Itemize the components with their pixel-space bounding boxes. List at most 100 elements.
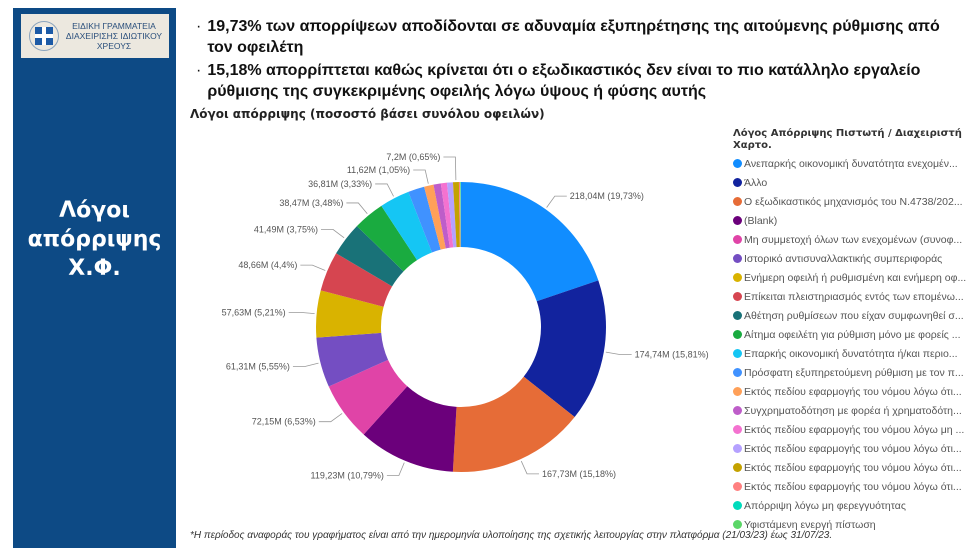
donut-slice[interactable] <box>446 182 457 248</box>
legend-item[interactable]: Απόρριψη λόγω μη φερεγγυότητας <box>733 496 973 515</box>
legend-swatch-icon <box>733 216 742 225</box>
legend-swatch-icon <box>733 254 742 263</box>
donut-slice[interactable] <box>316 332 389 387</box>
bullet-list: · 19,73% των απορρίψεων αποδίδονται σε αδ… <box>196 16 966 104</box>
data-label: 48,66M (4,4%) <box>238 260 297 270</box>
legend-label: Αθέτηση ρυθμίσεων που είχαν συμφωνηθεί σ… <box>744 309 964 322</box>
leader-line <box>318 413 343 423</box>
bullet-point: · 19,73% των απορρίψεων αποδίδονται σε αδ… <box>196 16 966 58</box>
legend-label: Ανεπαρκής οικονομική δυνατότητα ενεχομέν… <box>744 157 958 170</box>
legend-swatch-icon <box>733 444 742 453</box>
legend-item[interactable]: Εκτός πεδίου εφαρμογής του νόμου λόγω ότ… <box>733 439 973 458</box>
legend-swatch-icon <box>733 311 742 320</box>
donut-slice[interactable] <box>336 226 404 287</box>
legend-item[interactable]: Εκτός πεδίου εφαρμογής του νόμου λόγω ότ… <box>733 458 973 477</box>
legend-swatch-icon <box>733 349 742 358</box>
legend-item[interactable]: Πρόσφατη εξυπηρετούμενη ρύθμιση με τον π… <box>733 363 973 382</box>
legend-label: Επίκειται πλειστηριασμός εντός των επομέ… <box>744 290 964 303</box>
legend-item[interactable]: Επίκειται πλειστηριασμός εντός των επομέ… <box>733 287 973 306</box>
legend-swatch-icon <box>733 178 742 187</box>
leader-line <box>520 460 540 475</box>
leader-line <box>443 156 457 181</box>
legend-label: Απόρριψη λόγω μη φερεγγυότητας <box>744 499 906 512</box>
legend-item[interactable]: Αθέτηση ρυθμίσεων που είχαν συμφωνηθεί σ… <box>733 306 973 325</box>
leader-line <box>375 183 394 197</box>
donut-slice[interactable] <box>320 253 393 307</box>
legend-item[interactable]: Ενήμερη οφειλή ή ρυθμισμένη και ενήμερη … <box>733 268 973 287</box>
donut-slice[interactable] <box>440 182 454 248</box>
legend-swatch-icon <box>733 501 742 510</box>
legend-swatch-icon <box>733 197 742 206</box>
leader-line <box>605 351 632 355</box>
donut-slice[interactable] <box>408 186 441 253</box>
legend-label: Ο εξωδικαστικός μηχανισμός του Ν.4738/20… <box>744 195 963 208</box>
legend-item[interactable]: Εκτός πεδίου εφαρμογής του νόμου λόγω μη… <box>733 420 973 439</box>
legend-label: Επαρκής οικονομική δυνατότητα ή/και περι… <box>744 347 958 360</box>
logo: ΕΙΔΙΚΗ ΓΡΑΜΜΑΤΕΙΑ ΔΙΑΧΕΙΡΙΣΗΣ ΙΔΙΩΤΙΚΟΥ … <box>21 14 169 58</box>
legend-item[interactable]: (Blank) <box>733 211 973 230</box>
logo-text: ΕΙΔΙΚΗ ΓΡΑΜΜΑΤΕΙΑ ΔΙΑΧΕΙΡΙΣΗΣ ΙΔΙΩΤΙΚΟΥ … <box>59 21 169 51</box>
legend-item[interactable]: Μη συμμετοχή όλων των ενεχομένων (συνοφ.… <box>733 230 973 249</box>
legend-swatch-icon <box>733 463 742 472</box>
legend-item[interactable]: Υφιστάμενη ενεργή πίστωση <box>733 515 973 534</box>
legend-swatch-icon <box>733 387 742 396</box>
donut-slice[interactable] <box>452 182 460 248</box>
leader-line <box>300 264 326 271</box>
legend-item[interactable]: Ιστορικό αντισυναλλακτικής συμπεριφοράς <box>733 249 973 268</box>
data-label: 61,31M (5,55%) <box>226 362 290 372</box>
legend-item[interactable]: Άλλο <box>733 173 973 192</box>
legend-item[interactable]: Ανεπαρκής οικονομική δυνατότητα ενεχομέν… <box>733 154 973 173</box>
leader-line <box>288 311 315 315</box>
donut-slice[interactable] <box>328 359 408 435</box>
legend-label: Αίτημα οφειλέτη για ρύθμιση μόνο με φορε… <box>744 328 961 341</box>
logo-line: ΕΙΔΙΚΗ ΓΡΑΜΜΑΤΕΙΑ <box>72 21 156 31</box>
bullet-point: · 15,18% απορρίπτεται καθώς κρίνεται ότι … <box>196 60 966 102</box>
legend-swatch-icon <box>733 273 742 282</box>
legend-swatch-icon <box>733 406 742 415</box>
leader-line <box>413 169 429 184</box>
legend-swatch-icon <box>733 159 742 168</box>
legend-label: Υφιστάμενη ενεργή πίστωση <box>744 518 876 531</box>
legend-swatch-icon <box>733 520 742 529</box>
sidebar-panel: ΕΙΔΙΚΗ ΓΡΑΜΜΑΤΕΙΑ ΔΙΑΧΕΙΡΙΣΗΣ ΙΔΙΩΤΙΚΟΥ … <box>13 8 176 548</box>
legend-item[interactable]: Συγχρηματοδότηση με φορέα ή χρηματοδότη.… <box>733 401 973 420</box>
donut-slice[interactable] <box>381 191 432 261</box>
legend-item[interactable]: Εκτός πεδίου εφαρμογής του νόμου λόγω ότ… <box>733 382 973 401</box>
legend-swatch-icon <box>733 235 742 244</box>
donut-slice[interactable] <box>461 182 599 302</box>
data-label: 36,81M (3,33%) <box>308 179 372 189</box>
donut-slice[interactable] <box>458 182 461 248</box>
donut-slice[interactable] <box>424 184 446 250</box>
legend-label: Εκτός πεδίου εφαρμογής του νόμου λόγω μη… <box>744 423 965 436</box>
donut-slice[interactable] <box>523 280 606 418</box>
donut-slice[interactable] <box>363 386 457 472</box>
chart-title: Λόγοι απόρριψης (ποσοστό βάσει συνόλου ο… <box>190 107 545 121</box>
legend: Λόγος Απόρριψης Πιστωτή / Διαχειριστή Χα… <box>733 128 973 534</box>
leader-line <box>320 228 345 239</box>
donut-chart: 218,04M (19,73%) 174,74M (15,81%) 167,73M … <box>222 152 709 481</box>
footnote: *Η περίοδος αναφοράς του γραφήματος είνα… <box>190 530 833 541</box>
data-label: 7,2M (0,65%) <box>386 152 440 162</box>
legend-swatch-icon <box>733 368 742 377</box>
leader-line <box>292 362 319 367</box>
legend-item[interactable]: Ο εξωδικαστικός μηχανισμός του Ν.4738/20… <box>733 192 973 211</box>
donut-slice[interactable] <box>460 182 461 248</box>
data-label: 11,62M (1,05%) <box>347 165 410 175</box>
legend-label: Μη συμμετοχή όλων των ενεχομένων (συνοφ.… <box>744 233 963 246</box>
donut-slice[interactable] <box>316 290 384 338</box>
data-label: 38,47M (3,48%) <box>279 198 343 208</box>
legend-label: Εκτός πεδίου εφαρμογής του νόμου λόγω ότ… <box>744 442 962 455</box>
legend-item[interactable]: Αίτημα οφειλέτη για ρύθμιση μόνο με φορε… <box>733 325 973 344</box>
title-line: απόρριψης <box>27 227 162 252</box>
legend-item[interactable]: Επαρκής οικονομική δυνατότητα ή/και περι… <box>733 344 973 363</box>
donut-slice[interactable] <box>433 183 450 249</box>
donut-slice[interactable] <box>356 205 418 272</box>
donut-slice[interactable] <box>452 376 575 472</box>
legend-item[interactable]: Εκτός πεδίου εφαρμογής του νόμου λόγω ότ… <box>733 477 973 496</box>
legend-label: Εκτός πεδίου εφαρμογής του νόμου λόγω ότ… <box>744 385 962 398</box>
legend-title: Λόγος Απόρριψης Πιστωτή / Διαχειριστή Χα… <box>733 128 962 151</box>
data-label: 167,73M (15,18%) <box>542 469 616 479</box>
greek-emblem-icon <box>29 21 59 51</box>
legend-label: Πρόσφατη εξυπηρετούμενη ρύθμιση με τον π… <box>744 366 964 379</box>
data-label: 119,23M (10,79%) <box>310 471 383 481</box>
